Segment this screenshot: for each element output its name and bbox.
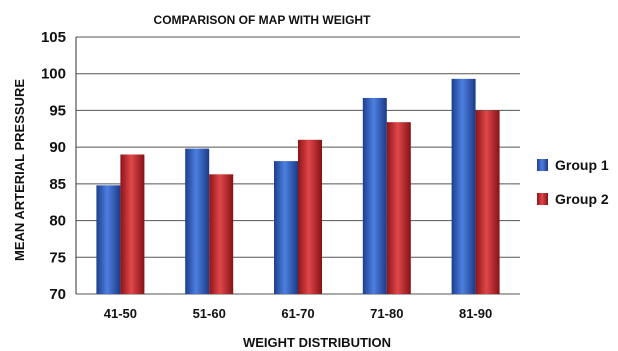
chart-title: COMPARISON OF MAP WITH WEIGHT (154, 13, 372, 27)
x-tick-label: 71-80 (370, 306, 403, 321)
bar-group-2-61-70 (298, 139, 322, 294)
y-tick-label: 75 (49, 249, 66, 266)
y-tick-label: 80 (49, 213, 66, 230)
y-tick-label: 85 (49, 176, 66, 193)
legend-label: Group 2 (555, 191, 609, 207)
y-axis-title: MEAN ARTERIAL PRESSURE (12, 79, 27, 261)
bar-group-1-51-60 (185, 148, 210, 294)
y-tick-label: 105 (41, 29, 66, 46)
bar-group-2-51-60 (209, 174, 234, 294)
legend-swatch-group-1 (537, 159, 548, 171)
bar-group-1-61-70 (274, 161, 298, 294)
x-axis-title: WEIGHT DISTRIBUTION (243, 335, 391, 350)
bar-group-2-71-80 (386, 122, 411, 294)
legend-swatch-group-2 (537, 193, 548, 205)
x-tick-label: 51-60 (193, 306, 226, 321)
x-tick-labels: 41-50 51-60 61-70 71-80 81-90 (104, 306, 492, 321)
y-tick-label: 95 (49, 102, 66, 119)
x-tick-label: 41-50 (104, 306, 137, 321)
y-tick-label: 70 (49, 286, 66, 303)
bar-group-1-81-90 (451, 78, 476, 295)
legend: Group 1 Group 2 (537, 157, 609, 207)
y-tick-labels: 70 75 80 85 90 95 100 105 (41, 29, 66, 303)
bars (96, 78, 500, 295)
y-tick-label: 100 (41, 66, 66, 83)
legend-label: Group 1 (555, 157, 609, 173)
bar-group-1-71-80 (362, 97, 387, 295)
bar-group-1-41-50 (96, 185, 121, 294)
bar-group-2-81-90 (475, 110, 500, 294)
bar-group-2-41-50 (120, 154, 145, 294)
x-tick-label: 61-70 (281, 306, 314, 321)
x-tick-label: 81-90 (459, 306, 492, 321)
y-tick-label: 90 (49, 139, 66, 156)
